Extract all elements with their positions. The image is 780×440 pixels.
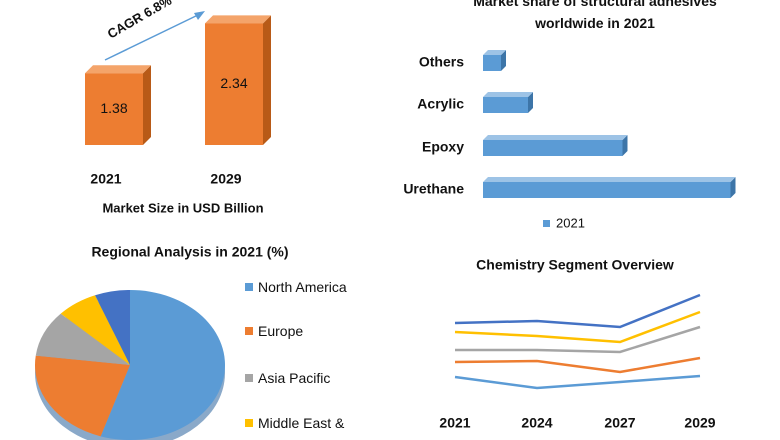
pie-slice: [100, 290, 226, 440]
line: [454, 374, 701, 390]
x-tick-label: 2027: [604, 415, 635, 431]
y-tick-label: Others: [419, 54, 464, 70]
line: [454, 310, 701, 344]
value-label: 2.34: [220, 75, 247, 91]
legend-swatch: [245, 419, 253, 427]
bar: [483, 97, 528, 113]
bar-side: [528, 92, 533, 113]
x-tick-label: 2024: [521, 415, 552, 431]
bar-top: [483, 177, 736, 182]
legend-label: Asia Pacific: [258, 370, 331, 386]
chart-title: Chemistry Segment Overview: [476, 257, 674, 273]
bar-side: [730, 177, 736, 198]
bar: [85, 73, 143, 145]
pie-slice: [95, 290, 130, 365]
bar: [483, 55, 501, 71]
legend-swatch: [245, 283, 253, 291]
legend-label: Middle East & Africa: [258, 415, 345, 440]
arrow: [104, 13, 201, 61]
arrow-head: [194, 11, 205, 20]
bar-top: [85, 65, 151, 74]
legend-label: Europe: [258, 323, 304, 339]
annotation: CAGR 6.8%: [105, 0, 175, 41]
legend-swatch: [245, 327, 253, 335]
y-tick-label: Epoxy: [422, 139, 464, 155]
pie-slice: [35, 313, 131, 365]
x-tick-label: 2029: [684, 415, 715, 431]
x-tick-label: 2029: [210, 171, 241, 187]
bar: [483, 182, 731, 198]
y-tick-label: Acrylic: [417, 96, 464, 112]
pie-slice: [35, 355, 130, 437]
bar-side: [263, 15, 271, 145]
line: [454, 356, 701, 374]
bar-top: [483, 135, 628, 140]
pie-slice: [60, 295, 130, 365]
chart-title: Regional Analysis in 2021 (%): [91, 244, 288, 260]
bar: [483, 140, 623, 156]
legend-swatch: [245, 374, 253, 382]
chart-title: Market share of structural adhesives wor…: [473, 0, 717, 31]
bar-side: [622, 135, 628, 156]
legend-label: North America: [258, 279, 347, 295]
bar-top: [483, 50, 506, 55]
bar-top: [205, 15, 271, 24]
bar-side: [501, 50, 506, 71]
x-tick-label: 2021: [439, 415, 470, 431]
bar-top: [483, 92, 533, 97]
line: [454, 293, 701, 329]
bar: [205, 23, 263, 145]
x-tick-label: 2021: [90, 171, 121, 187]
y-tick-label: Urethane: [403, 181, 464, 197]
x-axis-label: Market Size in USD Billion: [102, 200, 263, 215]
bar-side: [143, 65, 151, 145]
legend-label: 2021: [556, 215, 585, 230]
legend-swatch: [543, 220, 550, 227]
line: [455, 325, 701, 354]
value-label: 1.38: [100, 100, 127, 116]
